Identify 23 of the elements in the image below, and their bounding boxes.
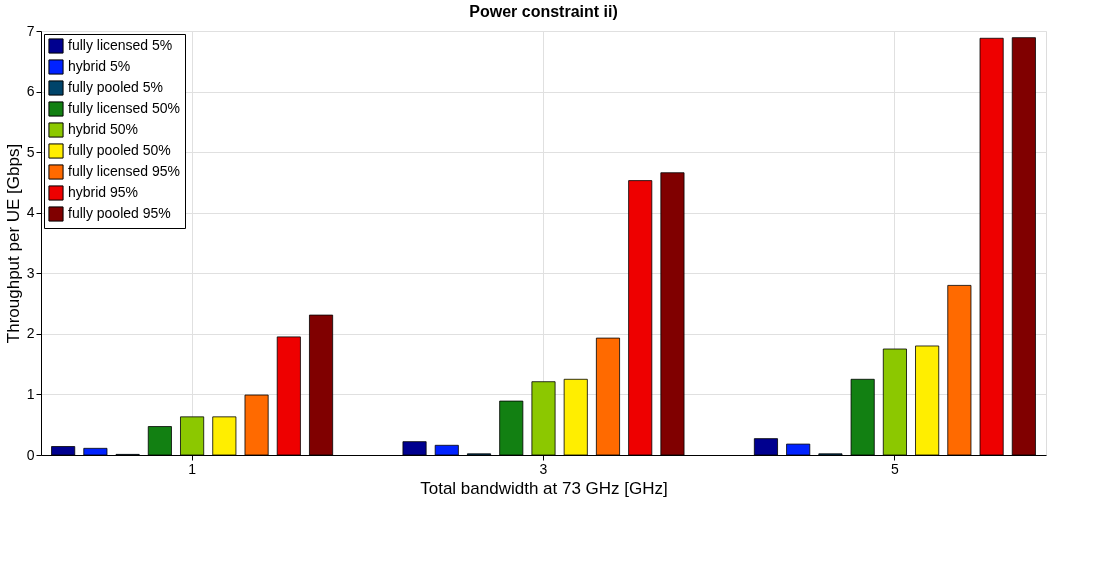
legend-label: hybrid 50% xyxy=(68,121,139,137)
legend-label: hybrid 5% xyxy=(68,58,131,74)
y-tick-label: 2 xyxy=(26,325,35,342)
y-tick-label: 6 xyxy=(26,83,35,100)
y-tick-label: 5 xyxy=(26,143,35,160)
y-tick-label: 3 xyxy=(26,264,35,281)
legend-label: fully licensed 95% xyxy=(68,163,181,179)
legend-label: hybrid 95% xyxy=(68,184,139,200)
x-tick-label: 1 xyxy=(188,460,197,477)
chart-title: Power constraint ii) xyxy=(469,3,618,20)
legend-label: fully licensed 5% xyxy=(68,37,173,53)
y-tick-label: 4 xyxy=(26,204,35,221)
y-tick-label: 1 xyxy=(26,385,35,402)
x-axis-title: Total bandwidth at 73 GHz [GHz] xyxy=(420,478,668,498)
legend-label: fully pooled 50% xyxy=(68,142,171,158)
x-tick-label: 5 xyxy=(891,460,899,477)
legend-label: fully pooled 5% xyxy=(68,79,163,95)
legend-label: fully licensed 50% xyxy=(68,100,181,116)
y-axis-title: Throughput per UE [Gbps] xyxy=(3,143,23,344)
x-tick-label: 3 xyxy=(539,460,548,477)
y-tick-label: 0 xyxy=(26,446,35,463)
legend-label: fully pooled 95% xyxy=(68,205,171,221)
y-tick-label: 7 xyxy=(26,22,35,39)
